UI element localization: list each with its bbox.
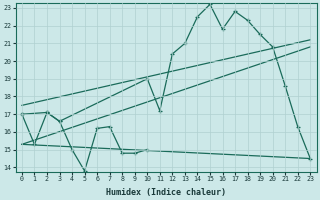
X-axis label: Humidex (Indice chaleur): Humidex (Indice chaleur) (106, 188, 226, 197)
